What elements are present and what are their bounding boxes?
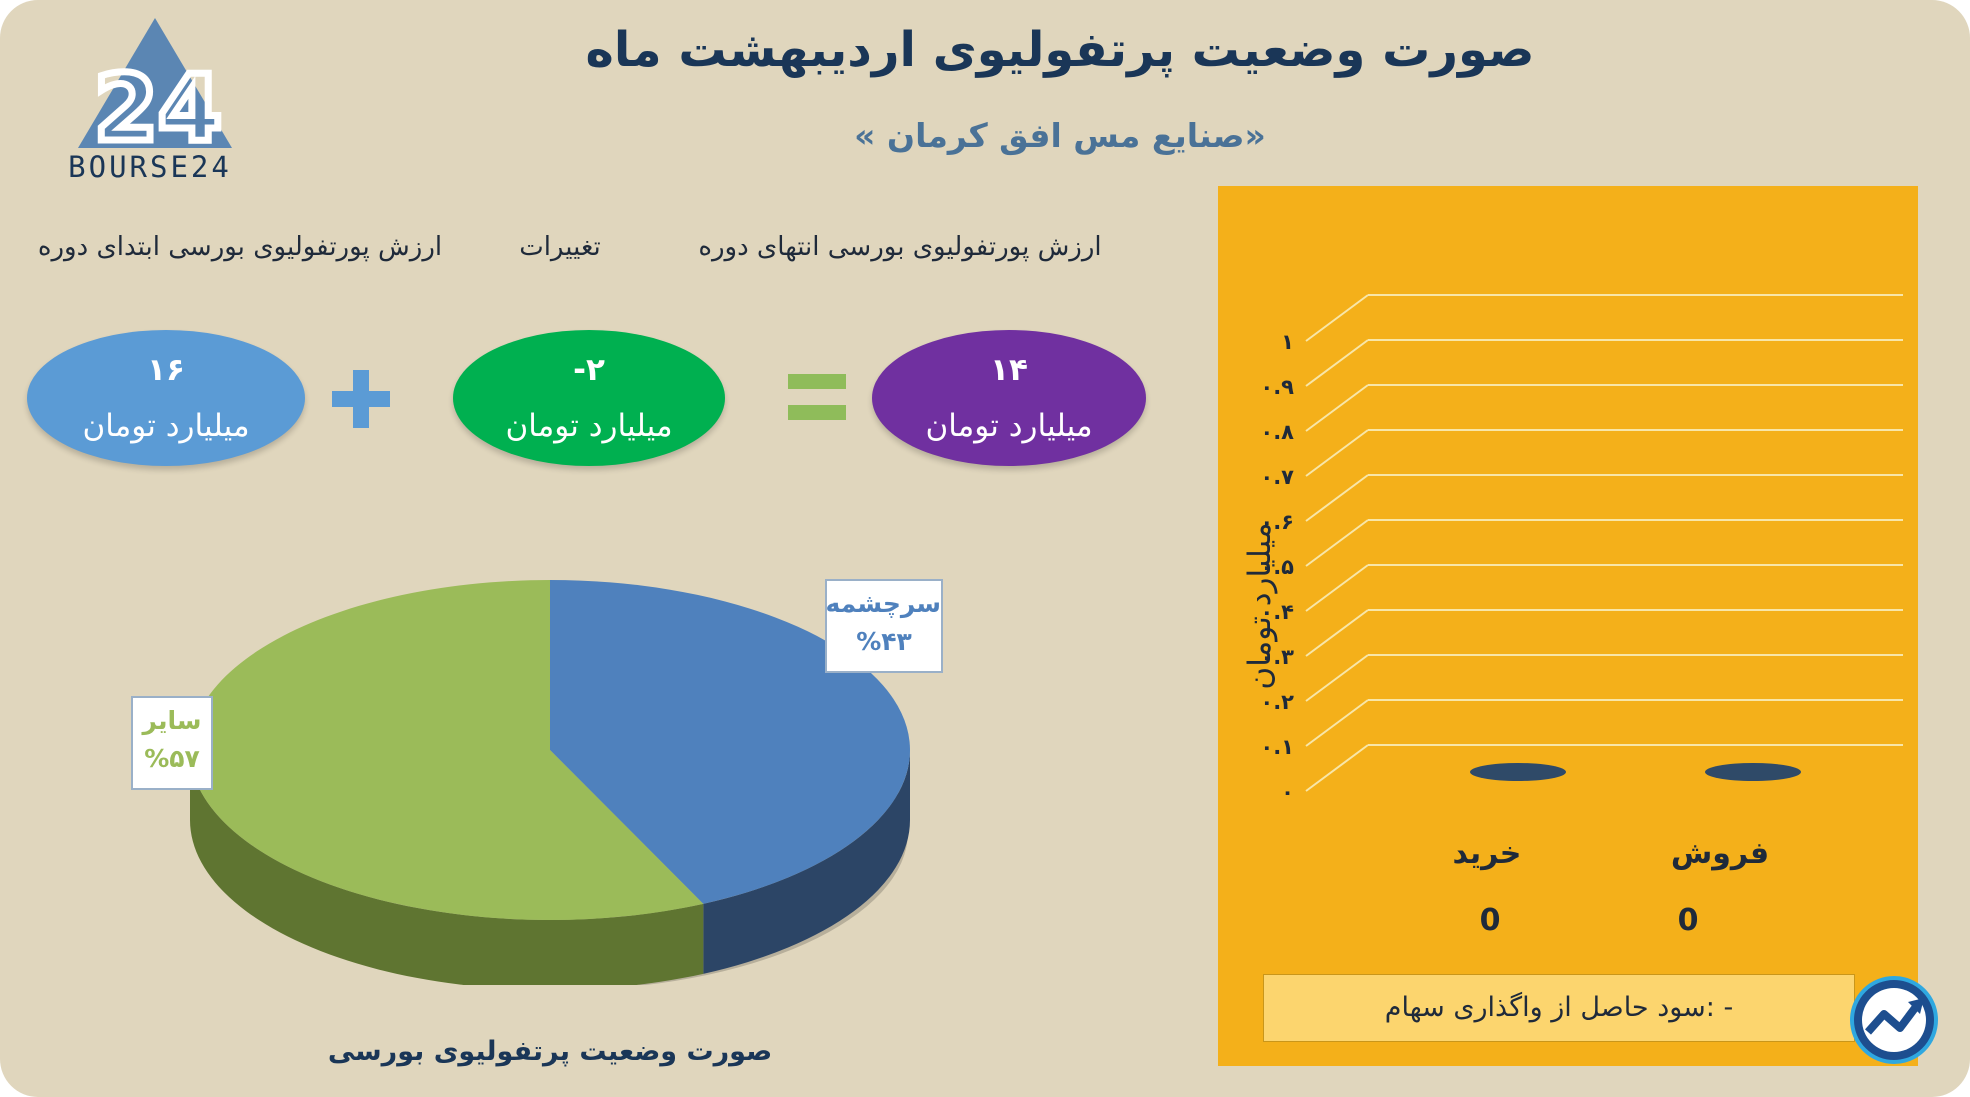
trend-chart-icon (1850, 976, 1938, 1064)
gridline-diag-7 (1305, 429, 1369, 477)
y-tick-label-8: ۰.۸ (1260, 420, 1294, 444)
pie-slice-1 (189, 580, 704, 920)
bar-y-axis-label: میلیارد تومان (1242, 522, 1278, 690)
gridline-diag-0 (1305, 744, 1369, 792)
change-value-unit: میلیارد تومان (505, 408, 673, 444)
start-value-heading: ارزش پورتفولیوی بورسی ابتدای دوره (37, 232, 443, 262)
y-tick-label-10: ۱ (1281, 330, 1294, 354)
pie-side-0 (703, 750, 910, 974)
change-ellipse: -۲ میلیارد تومان (453, 330, 725, 466)
pie-slice-0 (550, 580, 910, 904)
pie-label-other: سایر %۵۷ (131, 696, 213, 790)
change-value: -۲ (573, 352, 605, 388)
pie-side-1 (190, 750, 704, 985)
gridline-diag-9 (1305, 339, 1369, 387)
gridline-diag-4 (1305, 564, 1369, 612)
pie-label-sarcheshmeh-value: %۴۳ (856, 627, 912, 656)
bar-category-buy: خرید (1452, 836, 1522, 871)
y-tick-label-7: ۰.۷ (1260, 465, 1294, 489)
pie-label-other-value: %۵۷ (144, 744, 200, 773)
y-tick-label-4: ۰.۴ (1260, 600, 1294, 624)
trade-chart-panel (1218, 186, 1918, 1066)
page-subtitle: «صنایع مس افق کرمان » (854, 116, 1266, 155)
y-tick-label-9: ۰.۹ (1260, 375, 1294, 399)
y-tick-label-3: ۰.۳ (1260, 645, 1294, 669)
end-value: ۱۴ (990, 352, 1028, 388)
bar-value-sell: 0 (1677, 903, 1699, 938)
equals-icon (788, 374, 846, 420)
bar-category-sell: فروش (1670, 836, 1770, 871)
gridline-diag-3 (1305, 609, 1369, 657)
gridline-diag-8 (1305, 384, 1369, 432)
y-tick-label-2: ۰.۲ (1260, 690, 1294, 714)
share-sale-profit-box: - :سود حاصل از واگذاری سهام (1263, 974, 1855, 1042)
gridline-diag-5 (1305, 519, 1369, 567)
gridline-diag-2 (1305, 654, 1369, 702)
bar-value-buy: 0 (1479, 903, 1501, 938)
start-value-ellipse: ۱۶ میلیارد تومان (27, 330, 305, 466)
gridline-diag-1 (1305, 699, 1369, 747)
pie-label-sarcheshmeh: سرچشمه %۴۳ (825, 579, 943, 673)
gridline-diag-6 (1305, 474, 1369, 522)
y-tick-label-0: ۰ (1281, 780, 1294, 804)
svg-text:24: 24 (94, 55, 222, 162)
start-value: ۱۶ (147, 352, 185, 388)
bourse24-logo: 24 BOURSE24 (60, 16, 250, 186)
end-value-heading: ارزش پورتفولیوی بورسی انتهای دوره (698, 232, 1102, 262)
end-value-ellipse: ۱۴ میلیارد تومان (872, 330, 1146, 466)
logo-text: BOURSE24 (68, 150, 232, 184)
pie-label-sarcheshmeh-name: سرچشمه (825, 589, 941, 618)
end-value-unit: میلیارد تومان (925, 408, 1093, 444)
pie-label-other-name: سایر (142, 706, 202, 735)
gridline-diag-10 (1305, 294, 1369, 342)
y-tick-label-1: ۰.۱ (1260, 735, 1294, 759)
start-value-unit: میلیارد تومان (82, 408, 250, 444)
y-tick-label-5: ۰.۵ (1260, 555, 1294, 579)
bar-0 (1470, 763, 1566, 781)
y-tick-label-6: ۰.۶ (1260, 510, 1294, 534)
bar-1 (1705, 763, 1801, 781)
page-title: صورت وضعیت پرتفولیوی اردیبهشت ماه (585, 22, 1535, 78)
portfolio-pie-chart (189, 580, 910, 985)
change-heading: تغییرات (519, 232, 601, 262)
plus-icon (332, 370, 390, 428)
pie-caption: صورت وضعیت پرتفولیوی بورسی (327, 1036, 773, 1067)
trade-bar-chart: ۰ ۰.۱ ۰.۲ ۰.۳ ۰.۴ ۰.۵ ۰.۶ ۰.۷ ۰.۸ ۰.۹ ۱ (1260, 294, 1903, 804)
